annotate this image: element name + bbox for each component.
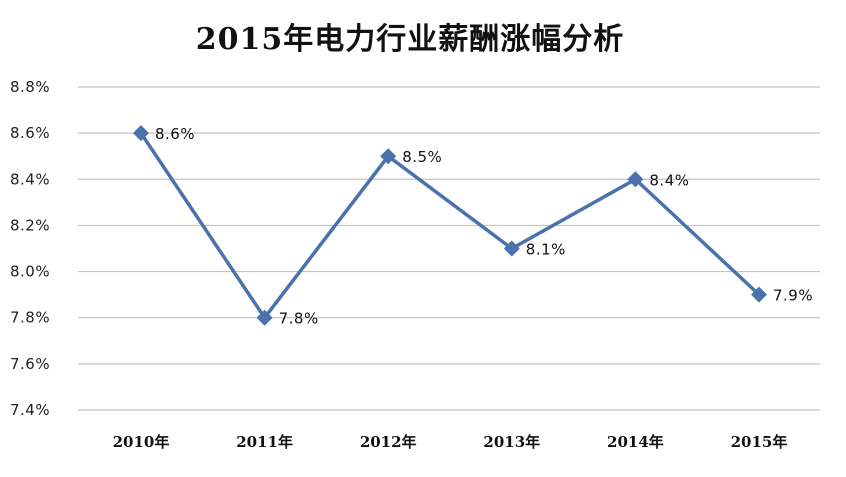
data-point-marker [751, 286, 767, 303]
data-point-marker [380, 148, 397, 165]
data-label: 8.4% [649, 171, 689, 189]
y-tick-label: 8.2% [10, 216, 50, 234]
x-tick-label: 2012年 [360, 433, 417, 451]
series-line-path [139, 132, 761, 321]
x-tick-label: 2014年 [607, 433, 664, 451]
data-label: 7.9% [773, 287, 813, 305]
chart-title: 2015年电力行业薪酬涨幅分析 [195, 22, 625, 57]
x-tick-label: 2013年 [483, 433, 540, 451]
x-axis-ticks: 2010年 2011年 2012年 2013年 2014年 2015年 [113, 433, 788, 451]
x-tick-label: 2010年 [113, 433, 170, 451]
gridlines [78, 86, 820, 411]
y-tick-label: 8.8% [10, 78, 50, 96]
data-labels: 8.6% 7.8% 8.5% 8.1% 8.4% 7.9% [155, 125, 813, 328]
data-point-marker [256, 309, 273, 326]
series-markers [133, 125, 767, 326]
data-label: 7.8% [279, 310, 319, 328]
data-label: 8.6% [155, 125, 195, 143]
data-point-marker [627, 171, 644, 188]
y-axis-ticks: 7.4% 7.6% 7.8% 8.0% 8.2% 8.4% 8.6% 8.8% [10, 78, 50, 419]
x-tick-label: 2015年 [731, 433, 788, 451]
data-label: 8.1% [526, 241, 566, 259]
y-tick-label: 7.4% [10, 401, 50, 419]
y-tick-label: 7.6% [10, 355, 50, 373]
data-label: 8.5% [402, 148, 442, 166]
data-point-marker [503, 240, 520, 257]
y-tick-label: 7.8% [10, 309, 50, 327]
x-tick-label: 2011年 [236, 433, 293, 451]
y-tick-label: 8.4% [10, 170, 50, 188]
y-tick-label: 8.0% [10, 263, 50, 281]
series-line [139, 132, 761, 321]
data-point-marker [133, 125, 149, 142]
y-tick-label: 8.6% [10, 124, 50, 142]
